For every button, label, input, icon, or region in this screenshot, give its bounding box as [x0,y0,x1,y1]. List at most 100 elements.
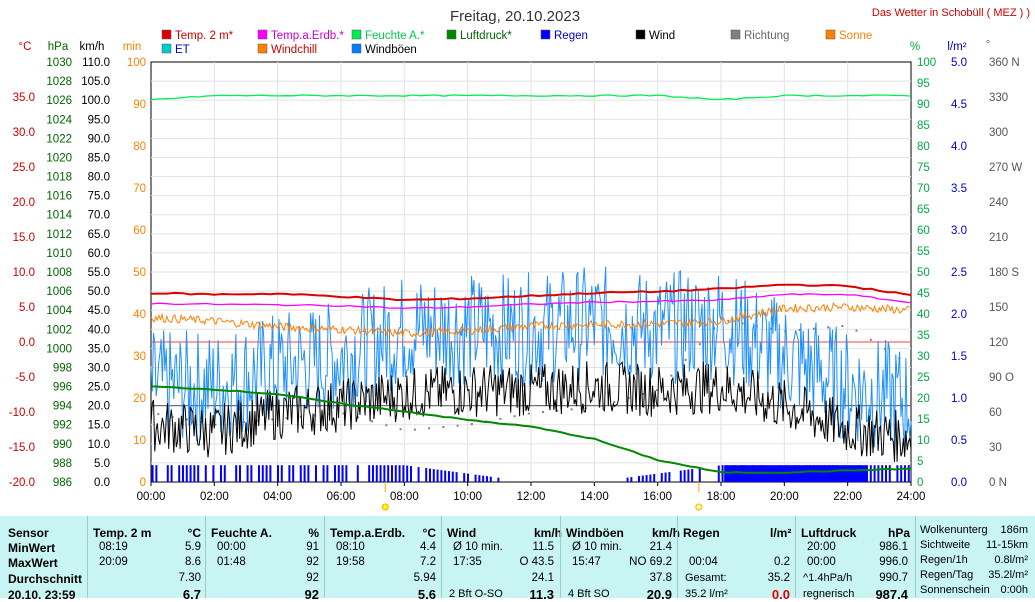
tick-humidity: 80 [917,141,930,153]
tick-pressure: 1002 [46,324,72,336]
tick-pressure: 1018 [46,172,72,184]
stats-min-time: 20:00 [807,541,836,553]
legend-label: Regen [554,30,588,42]
series-feuchte [150,94,912,101]
tick-humidity: 60 [917,225,930,237]
stats-max-time: 20:09 [99,556,128,568]
stats-col-unit: °C [187,526,201,540]
series-wind [150,360,912,462]
direction-dot [214,423,217,426]
legend-swatch [730,29,741,40]
direction-dot [499,417,502,420]
tick-humidity: 5 [917,456,923,468]
marker-sunrise-icon [381,503,389,511]
stats-extra-value: 0:00h [1000,584,1028,596]
stats-avg: 35.2 [767,572,790,584]
tick-humidity: 30 [917,351,930,363]
stats-min-time: Ø 10 min. [453,541,503,553]
stats-max-time: 01:48 [217,556,246,568]
stats-avg-label: ^1.4hPa/h [803,572,853,584]
unit-pressure: hPa [48,41,69,53]
tick-rain: 1.5 [951,351,967,363]
direction-dot [542,410,545,413]
tick-temp: 30.0 [13,127,35,139]
tick-direction: 90 O [989,372,1014,384]
direction-dot [356,416,359,419]
x-tick-label: 02:00 [200,491,229,503]
tick-rain: 3.5 [951,183,967,195]
tick-temp: 5.0 [19,302,35,314]
stats-min: 5.9 [185,541,201,553]
direction-dot [470,423,473,426]
stats-max-time: 15:47 [572,556,601,568]
stats-row-label: MinWert [8,541,56,555]
rain-block [724,465,867,482]
legend-swatch [161,29,172,40]
direction-dot [570,408,573,411]
legend-label: ET [175,44,190,56]
direction-dot [841,325,844,328]
stats-max: 92 [306,556,319,568]
direction-dot [342,412,345,415]
tick-direction: 60 [989,407,1002,419]
tick-pressure: 1028 [46,76,72,88]
stats-current: 5.6 [417,587,436,602]
stats-current: 6.7 [182,587,201,602]
x-tick-label: 20:00 [770,491,799,503]
stats-separator [915,516,916,598]
unit-direction: ° [986,39,991,51]
legend-swatch [351,29,362,40]
legend-label: Windchill [271,44,317,56]
tick-wind: 65.0 [88,229,110,241]
tick-wind: 75.0 [88,191,110,203]
stats-min: 91 [306,541,319,553]
stats-col-unit: % [308,526,319,540]
stats-avg: 92 [306,572,319,584]
tick-wind: 50.0 [88,286,110,298]
direction-dot [456,424,459,427]
direction-dot [413,428,416,431]
stats-current: 987.4 [875,587,908,602]
stats-max: NO 69.2 [629,556,672,568]
stats-extra-label: Wolkenunterg [920,524,988,536]
tick-pressure: 994 [53,401,73,413]
tick-rain: 4.5 [951,99,967,111]
legend-label: Sonne [839,30,872,42]
tick-direction: 180 S [989,267,1019,279]
tick-pressure: 1000 [46,343,72,355]
marker-sunset-icon [695,503,703,511]
direction-dot [641,393,644,396]
tick-wind: 80.0 [88,172,110,184]
tick-temp: -10.0 [9,407,35,419]
tick-wind: 110.0 [82,57,110,69]
tick-pressure: 986 [53,477,72,489]
direction-dot [242,421,245,424]
site-title: Das Wetter in Schobüll ( MEZ ) ) [872,7,1030,19]
stats-max: 0.2 [774,556,790,568]
tick-wind: 90.0 [88,133,110,145]
tick-wind: 55.0 [88,267,110,279]
page-title: Freitag, 20.10.2023 [450,8,580,25]
stats-row-label: 20.10. 23:59 [8,588,76,602]
unit-temp: °C [19,41,32,53]
stats-col-title: Temp. 2 m [93,526,152,540]
tick-temp: 20.0 [13,197,35,209]
legend-swatch [161,43,172,54]
tick-wind: 20.0 [88,401,110,413]
stats-max: 7.2 [420,556,436,568]
stats-max-time: 19:58 [336,556,365,568]
tick-sun: 60 [133,225,146,237]
x-tick-label: 04:00 [263,491,292,503]
tick-pressure: 1016 [46,191,72,203]
stats-col-title: Regen [683,526,720,540]
stats-col-unit: hPa [888,526,911,540]
direction-dot [185,418,188,421]
tick-temp: -5.0 [15,372,35,384]
stats-col-title: Feuchte A. [211,526,272,540]
tick-temp: -20.0 [9,477,35,489]
x-tick-label: 08:00 [390,491,419,503]
tick-temp: 10.0 [13,267,35,279]
tick-direction: 300 [989,127,1008,139]
unit-sun: min [123,41,142,53]
legend-swatch [635,29,646,40]
